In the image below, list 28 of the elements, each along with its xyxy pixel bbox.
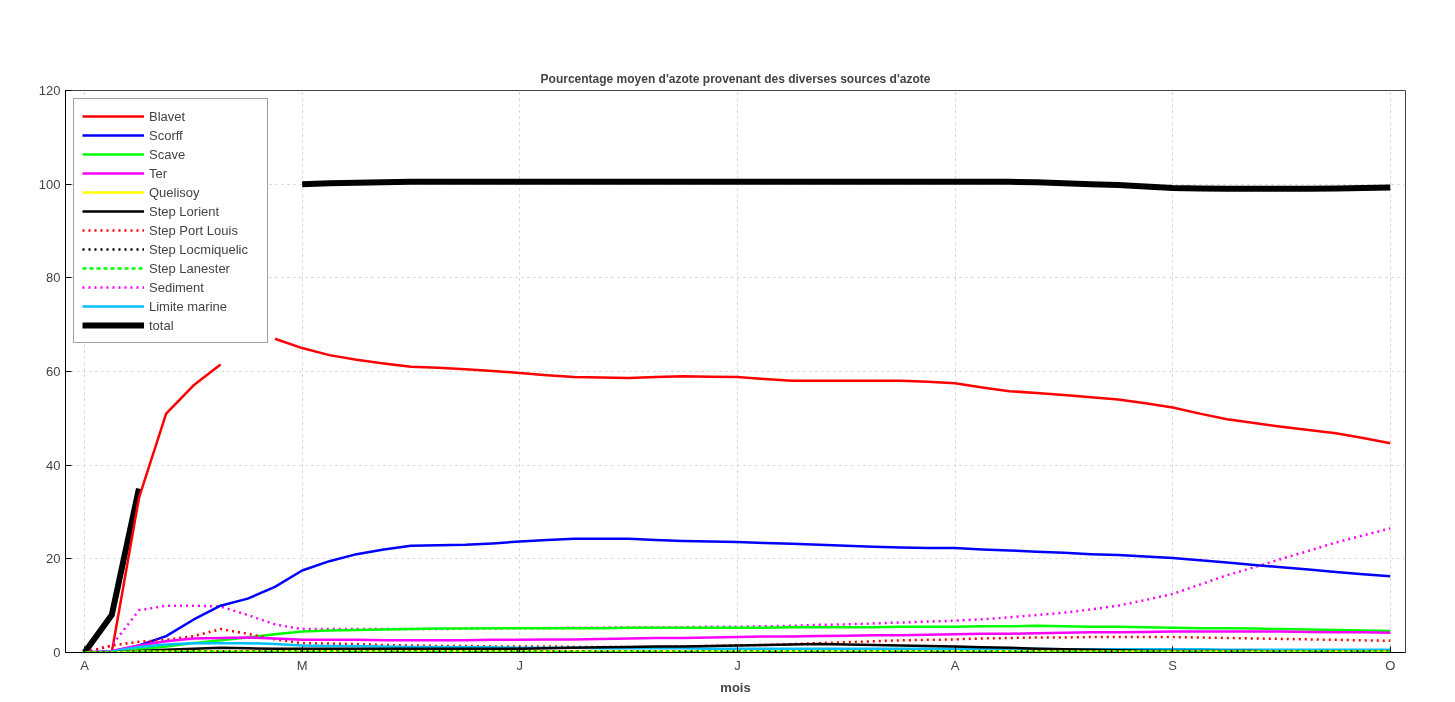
- x-tick-label: M: [296, 657, 308, 673]
- legend-label: Ter: [149, 164, 169, 182]
- y-tick-label: 40: [46, 457, 61, 473]
- x-tick-label: A: [950, 657, 960, 673]
- legend-label: Step Lanester: [149, 259, 231, 277]
- y-tick-label: 60: [46, 364, 61, 379]
- legend-label: Step Lorient: [149, 202, 221, 220]
- y-tick-label: 80: [46, 270, 61, 286]
- legend-label: Blavet: [149, 107, 187, 125]
- legend-label: Quelisoy: [149, 183, 201, 201]
- x-axis-title: mois: [720, 679, 751, 695]
- legend-label: Limite marine: [149, 297, 229, 315]
- legend-label: total: [149, 316, 175, 334]
- legend-label: Step Port Louis: [149, 221, 239, 239]
- x-tick-label: J: [516, 657, 524, 673]
- y-tick-label: 0: [53, 645, 61, 660]
- legend-label: Scorff: [149, 126, 184, 144]
- legend-label: Step Locmiquelic: [149, 240, 249, 258]
- y-tick-label: 100: [38, 176, 61, 192]
- x-tick-label: J: [734, 657, 741, 673]
- x-tick-label: A: [80, 657, 90, 673]
- chart-title: Pourcentage moyen d'azote provenant des diverses sources d'azote: [540, 71, 931, 86]
- y-tick-label: 120: [38, 83, 61, 98]
- y-tick-label: 20: [46, 551, 61, 567]
- legend-label: Sediment: [149, 278, 205, 296]
- x-tick-label: O: [1385, 657, 1396, 673]
- legend-label: Scave: [149, 145, 187, 163]
- x-tick-label: S: [1168, 657, 1178, 673]
